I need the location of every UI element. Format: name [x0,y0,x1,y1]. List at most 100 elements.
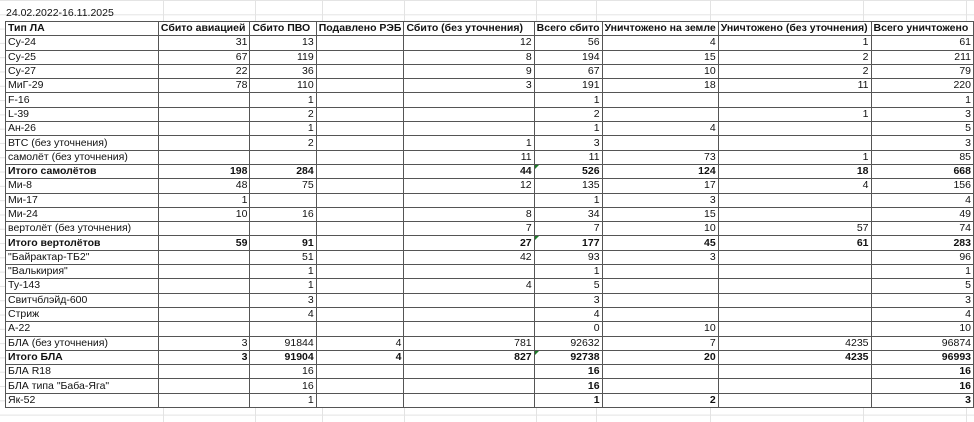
value-cell[interactable]: 15 [601,49,719,65]
column-header[interactable]: Тип ЛА [5,20,159,37]
aircraft-type-cell[interactable]: Ту-143 [5,278,159,294]
value-cell[interactable]: 4235 [717,349,872,366]
value-cell[interactable] [315,306,405,323]
value-cell[interactable]: 11 [533,149,603,165]
value-cell[interactable]: 3 [601,192,719,208]
value-cell[interactable]: 1 [249,264,317,280]
value-cell[interactable]: 48 [157,178,251,194]
value-cell[interactable] [315,178,405,194]
aircraft-type-cell[interactable]: Як-52 [5,392,159,409]
value-cell[interactable]: 36 [249,63,317,80]
aircraft-type-cell[interactable]: Су-27 [5,63,159,80]
value-cell[interactable]: 3 [870,106,974,123]
value-cell[interactable]: 4235 [717,335,872,351]
column-header[interactable]: Подавлено РЭБ [315,20,405,37]
value-cell[interactable]: 198 [157,163,251,180]
value-cell[interactable]: 3 [601,249,719,266]
aircraft-type-cell[interactable]: Свитчблэйд-600 [5,292,159,308]
aircraft-type-cell[interactable]: МиГ-29 [5,78,159,94]
value-cell[interactable] [403,121,535,137]
value-cell[interactable] [601,264,719,280]
value-cell[interactable] [157,321,251,337]
value-cell[interactable]: 1 [870,92,974,108]
value-cell[interactable]: 74 [870,221,974,237]
value-cell[interactable] [157,392,251,409]
value-cell[interactable] [717,292,872,308]
value-cell[interactable] [249,192,317,208]
value-cell[interactable]: 18 [601,78,719,94]
value-cell[interactable] [315,378,405,394]
aircraft-type-cell[interactable]: Стриж [5,306,159,323]
value-cell[interactable] [717,306,872,323]
value-cell[interactable] [601,306,719,323]
value-cell[interactable]: 2 [533,106,603,123]
value-cell[interactable]: 12 [403,35,535,51]
value-cell[interactable]: 4 [601,121,719,137]
value-cell[interactable]: 3 [249,292,317,308]
value-cell[interactable]: 57 [717,221,872,237]
value-cell[interactable]: 7 [533,221,603,237]
aircraft-type-cell[interactable]: "Валькирия" [5,264,159,280]
value-cell[interactable] [315,206,405,223]
value-cell[interactable] [717,364,872,380]
aircraft-type-cell[interactable]: Итого самолётов [5,163,159,180]
value-cell[interactable]: 11 [403,149,535,165]
value-cell[interactable] [601,378,719,394]
value-cell[interactable] [601,364,719,380]
value-cell[interactable] [315,149,405,165]
value-cell[interactable]: 16 [533,378,603,394]
value-cell[interactable] [157,221,251,237]
value-cell[interactable] [717,264,872,280]
value-cell[interactable]: 10 [870,321,974,337]
aircraft-type-cell[interactable]: F-16 [5,92,159,108]
value-cell[interactable]: 135 [533,178,603,194]
value-cell[interactable] [315,392,405,409]
value-cell[interactable]: 1 [249,392,317,409]
aircraft-type-cell[interactable]: БЛА (без уточнения) [5,335,159,351]
value-cell[interactable] [157,149,251,165]
value-cell[interactable]: 1 [717,149,872,165]
value-cell[interactable] [315,135,405,151]
aircraft-type-cell[interactable]: самолёт (без уточнения) [5,149,159,165]
value-cell[interactable]: 91844 [249,335,317,351]
aircraft-type-cell[interactable]: L-39 [5,106,159,123]
value-cell[interactable] [315,278,405,294]
value-cell[interactable]: 1 [249,278,317,294]
value-cell[interactable]: 3 [157,349,251,366]
value-cell[interactable] [157,278,251,294]
value-cell[interactable]: 1 [533,192,603,208]
value-cell[interactable] [717,206,872,223]
aircraft-type-cell[interactable]: Су-24 [5,35,159,51]
value-cell[interactable] [717,192,872,208]
value-cell[interactable] [601,106,719,123]
column-header[interactable]: Сбито авиацией [157,20,251,37]
value-cell[interactable]: 16 [249,364,317,380]
value-cell[interactable]: 61 [870,35,974,51]
value-cell[interactable]: 5 [533,278,603,294]
column-header[interactable]: Сбито (без уточнения) [403,20,535,37]
value-cell[interactable]: 18 [717,163,872,180]
value-cell[interactable]: 16 [249,206,317,223]
value-cell[interactable]: 13 [249,35,317,51]
value-cell[interactable]: 56 [533,35,603,51]
value-cell[interactable] [601,292,719,308]
value-cell[interactable]: 119 [249,49,317,65]
value-cell[interactable] [157,92,251,108]
value-cell[interactable]: 194 [533,49,603,65]
value-cell[interactable]: 781 [403,335,535,351]
value-cell[interactable]: 8 [403,206,535,223]
value-cell[interactable] [157,249,251,266]
aircraft-type-cell[interactable]: Ан-26 [5,121,159,137]
value-cell[interactable]: 42 [403,249,535,266]
value-cell[interactable]: 4 [870,306,974,323]
value-cell[interactable]: 49 [870,206,974,223]
value-cell[interactable]: 110 [249,78,317,94]
value-cell[interactable] [249,149,317,165]
value-cell[interactable] [403,264,535,280]
date-range-cell[interactable]: 24.02.2022-16.11.2025 [6,7,114,19]
value-cell[interactable]: 79 [870,63,974,80]
value-cell[interactable] [315,49,405,65]
value-cell[interactable] [717,278,872,294]
aircraft-type-cell[interactable]: ВТС (без уточнения) [5,135,159,151]
value-cell[interactable] [315,106,405,123]
